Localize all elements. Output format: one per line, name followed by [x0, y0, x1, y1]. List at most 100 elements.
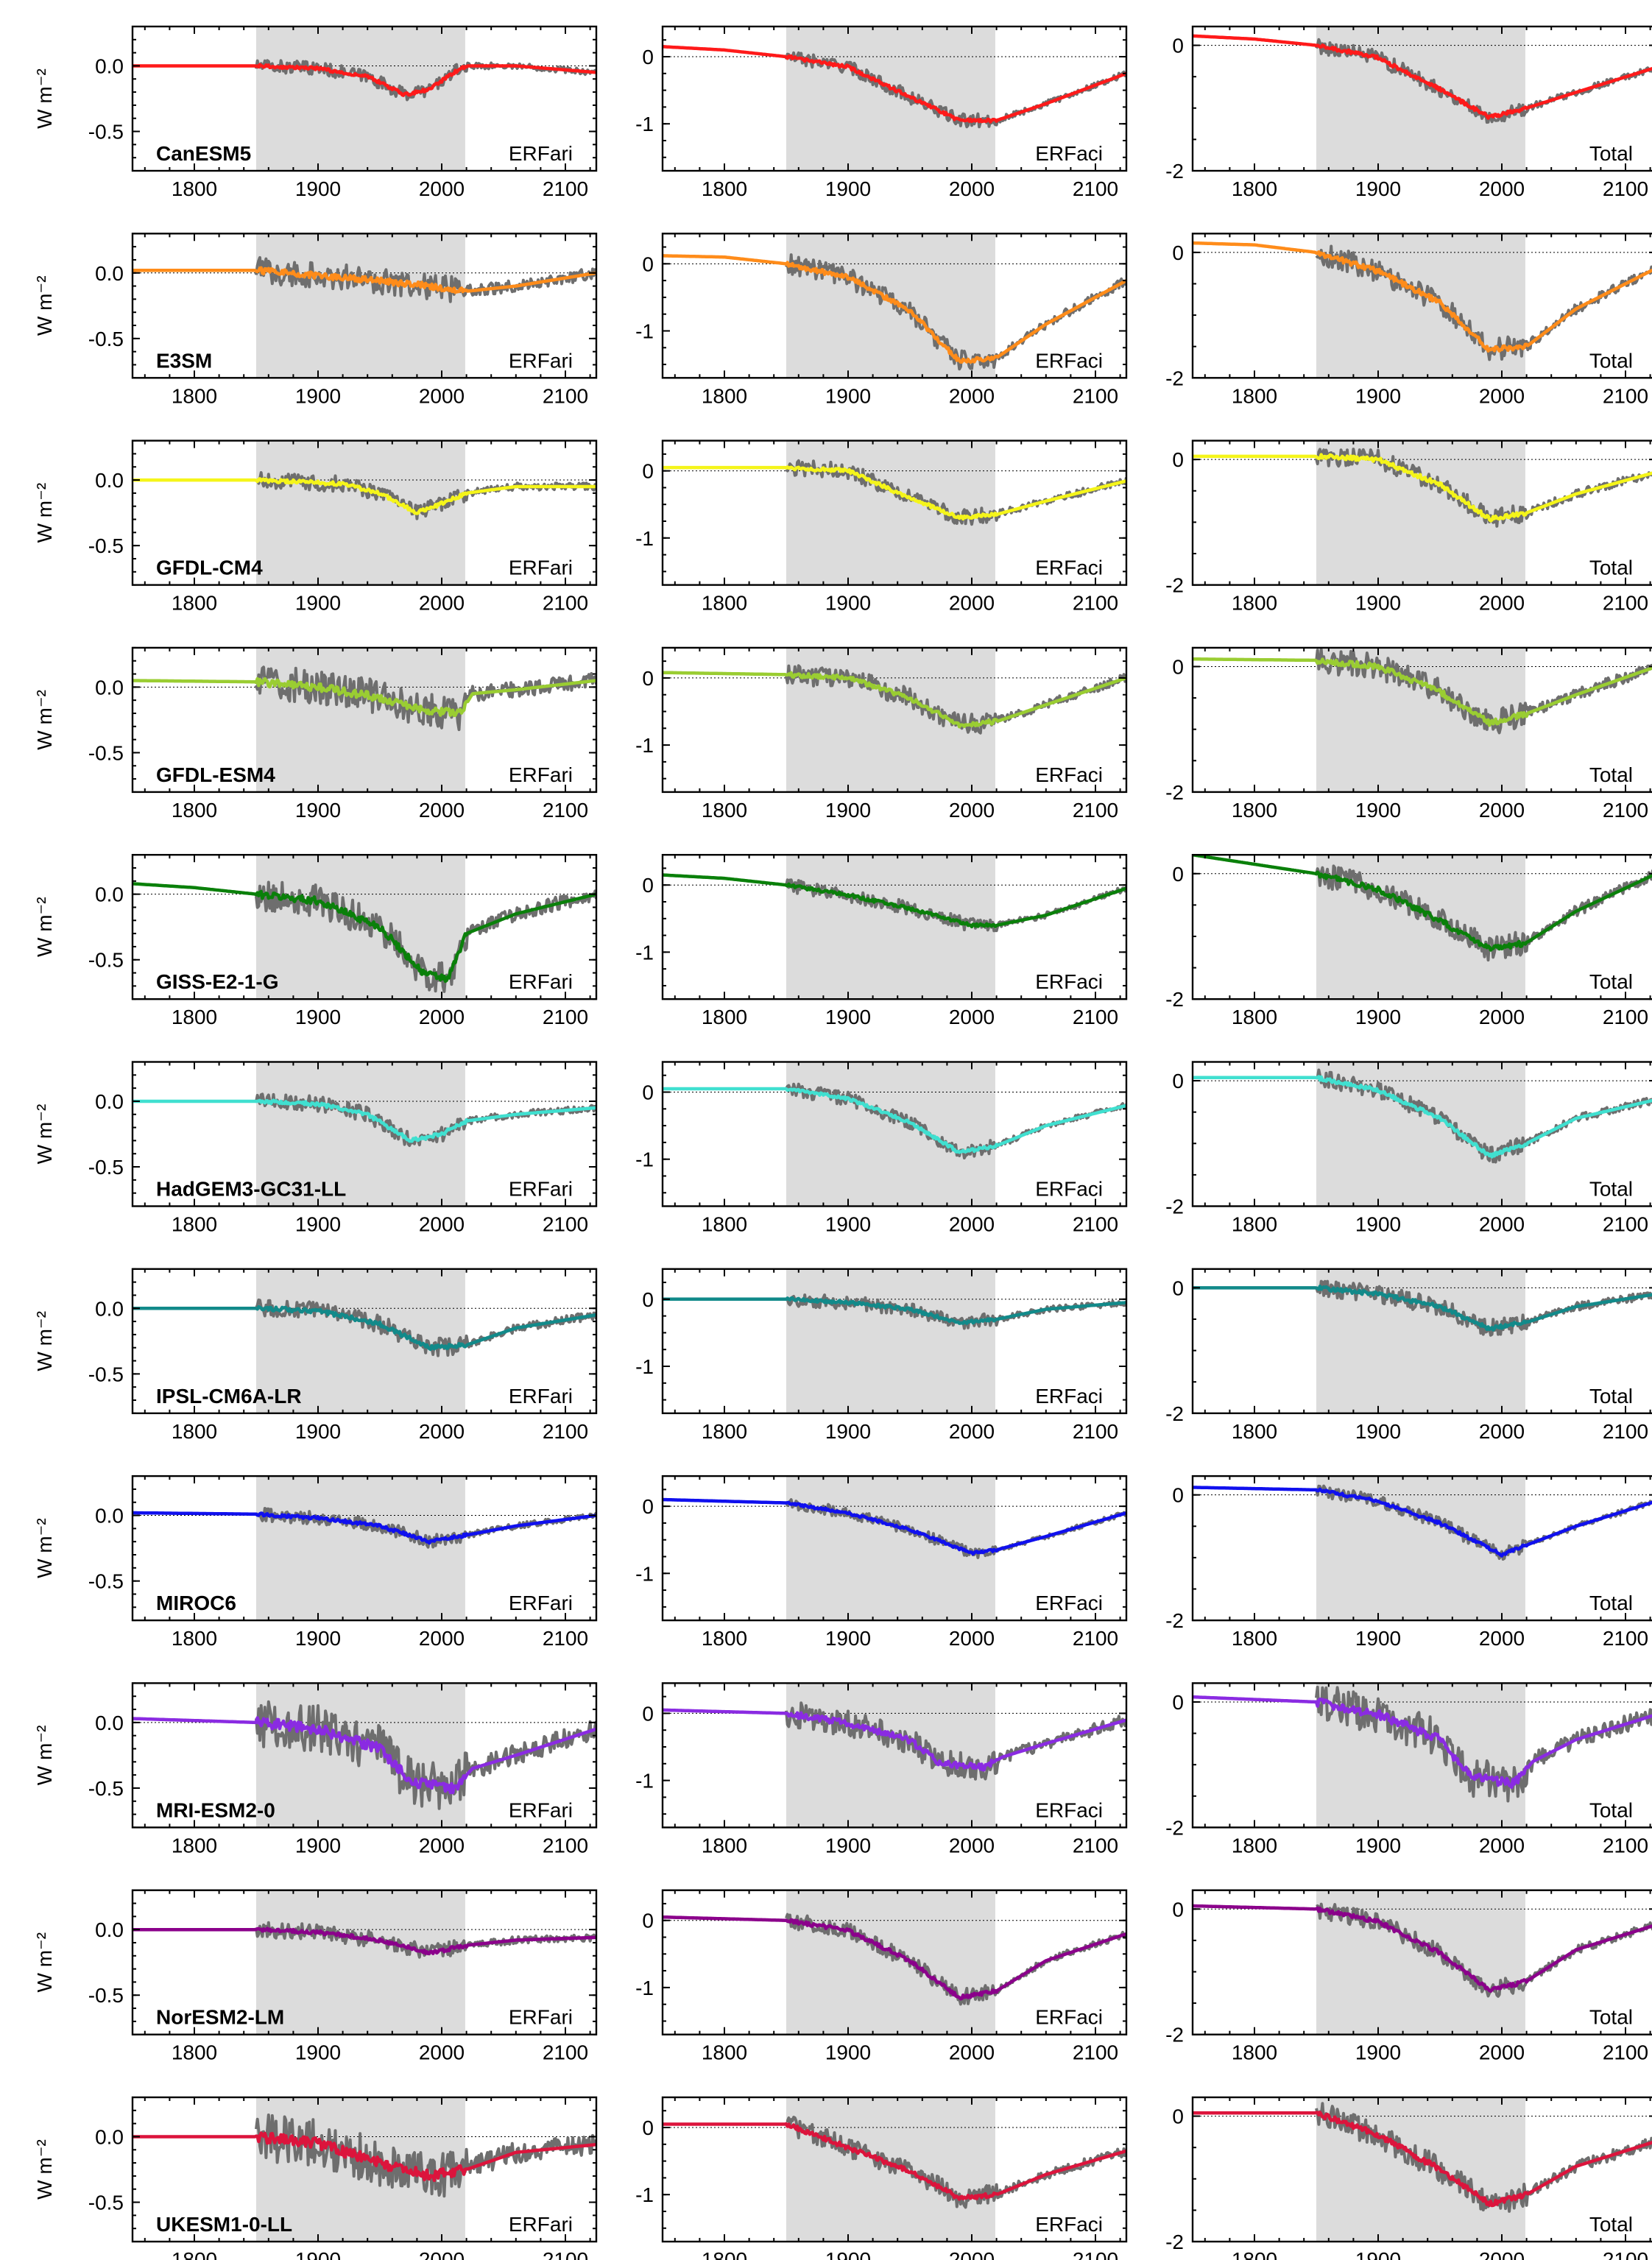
x-tick-label: 2000 [1479, 1420, 1525, 1443]
y-tick-label: 0 [1172, 448, 1184, 471]
x-tick-label: 2000 [949, 592, 995, 615]
column-label: ERFaci [1035, 1385, 1103, 1408]
column-label: ERFaci [1035, 1178, 1103, 1201]
column-label: ERFari [509, 142, 573, 165]
mean-series-IPSL-CM6A-LR-ERFaci [663, 1296, 1126, 1325]
panel-GFDL-ESM4-ERFaci: 1800 1900 2000 2100 0 -1 ERFaci [635, 646, 1128, 822]
mean-series-NorESM2-LM-Total [1193, 1904, 1652, 1993]
mean-series-NorESM2-LM-ERFari [133, 1927, 596, 1956]
x-tick-label: 1800 [172, 592, 217, 615]
mean-series-GFDL-CM4-ERFaci [663, 465, 1126, 521]
x-tick-label: 2100 [1073, 1627, 1118, 1650]
x-tick-label: 1800 [1232, 1627, 1277, 1650]
column-label: Total [1589, 1178, 1633, 1201]
axes-frame [131, 853, 598, 1000]
historical-period-shading [256, 1890, 465, 2035]
column-label: ERFari [509, 763, 573, 786]
y-tick-label: -0.5 [88, 534, 124, 557]
model-name-label: CanESM5 [156, 142, 251, 165]
y-tick-label: 0 [1172, 241, 1184, 264]
axes-frame [1191, 1268, 1652, 1415]
x-tick-label: 1900 [295, 1834, 341, 1857]
x-tick-label: 2100 [1603, 177, 1648, 200]
column-label: Total [1589, 2213, 1633, 2236]
historical-period-shading [256, 1476, 465, 1621]
y-tick-label: 0 [1172, 1484, 1184, 1507]
column-label: Total [1589, 2006, 1633, 2029]
x-tick-label: 1800 [1232, 592, 1277, 615]
x-tick-label: 1900 [1355, 384, 1401, 407]
mean-series-MIROC6-Total [1193, 1486, 1652, 1558]
x-tick-label: 1900 [1355, 177, 1401, 200]
y-tick-label: -1 [635, 1770, 654, 1793]
x-tick-label: 2000 [1479, 1006, 1525, 1028]
x-tick-label: 2100 [543, 177, 588, 200]
axes-frame [131, 1475, 598, 1622]
y-tick-label: 0 [1172, 1898, 1184, 1921]
y-tick-label: -0.5 [88, 1777, 124, 1800]
axes-frame [131, 233, 598, 379]
y-tick-label: -2 [1165, 1609, 1184, 1632]
x-tick-label: 1800 [172, 1834, 217, 1857]
mean-series-IPSL-CM6A-LR-Total [1193, 1285, 1652, 1332]
x-tick-label: 1900 [825, 2248, 871, 2260]
x-tick-label: 1900 [295, 1213, 341, 1236]
mean-series-UKESM1-0-LL-Total [1193, 2111, 1652, 2208]
mean-series-E3SM-ERFari [133, 266, 596, 294]
mean-series-GISS-E2-1-G-ERFaci [663, 873, 1126, 929]
y-tick-label: -1 [635, 113, 654, 135]
panel-E3SM-ERFaci: 1800 1900 2000 2100 0 -1 ERFaci [635, 233, 1128, 407]
mean-series-MRI-ESM2-0-ERFaci [663, 1708, 1126, 1772]
y-axis-label: W m⁻² [33, 897, 56, 957]
y-axis-label: W m⁻² [33, 1311, 56, 1371]
mean-series-GFDL-CM4-Total [1193, 453, 1652, 523]
column-label: ERFaci [1035, 763, 1103, 786]
panel-NorESM2-LM-ERFaci: 1800 1900 2000 2100 0 -1 ERFaci [635, 1889, 1128, 2064]
column-label: ERFari [509, 349, 573, 372]
x-tick-label: 1800 [1232, 2041, 1277, 2064]
y-tick-label: 0 [1172, 35, 1184, 57]
panel-HadGEM3-GC31-LL-ERFaci: 1800 1900 2000 2100 0 -1 ERFaci [635, 1061, 1128, 1236]
axes-frame [661, 646, 1128, 794]
x-tick-label: 2100 [1603, 384, 1648, 407]
panel-GFDL-ESM4-ERFari: 1800 1900 2000 2100 0.0 -0.5 GFDL-ESM4 W m⁻² ERF… [33, 646, 598, 822]
y-tick-label: 0 [642, 874, 654, 897]
x-tick-label: 2000 [949, 1006, 995, 1028]
y-tick-label: -0.5 [88, 1570, 124, 1593]
y-tick-label: 0 [1172, 655, 1184, 678]
x-tick-label: 1800 [172, 1420, 217, 1443]
historical-period-shading [786, 1890, 995, 2035]
y-tick-label: 0.0 [95, 469, 124, 492]
axes-frame [131, 1061, 598, 1207]
historical-period-shading [786, 27, 995, 171]
mean-series-CanESM5-Total [1193, 34, 1652, 120]
panel-NorESM2-LM-ERFari: 1800 1900 2000 2100 0.0 -0.5 NorESM2-LM W m⁻² ER… [33, 1889, 598, 2064]
y-tick-label: -2 [1165, 2231, 1184, 2253]
mean-series-CanESM5-ERFaci [663, 45, 1126, 124]
axes-frame [661, 439, 1128, 586]
x-tick-label: 1800 [702, 177, 747, 200]
x-tick-label: 2100 [1603, 2041, 1648, 2064]
x-tick-label: 2100 [1073, 2248, 1118, 2260]
mean-series-GISS-E2-1-G-Total [1193, 855, 1652, 952]
panel-UKESM1-0-LL-ERFari: 1800 1900 2000 2100 0.0 -0.5 UKESM1-0-LL W m⁻² E… [33, 2096, 598, 2260]
x-tick-label: 2000 [1479, 1627, 1525, 1650]
x-tick-label: 1900 [825, 2041, 871, 2064]
historical-period-shading [786, 233, 995, 378]
x-tick-label: 1800 [702, 1834, 747, 1857]
panel-MIROC6-ERFari: 1800 1900 2000 2100 0.0 -0.5 MIROC6 W m⁻² ERFari [33, 1475, 598, 1650]
x-tick-label: 1800 [172, 1006, 217, 1028]
y-tick-label: -2 [1165, 1402, 1184, 1425]
column-label: ERFaci [1035, 1592, 1103, 1614]
x-tick-label: 1800 [172, 2248, 217, 2260]
panel-CanESM5-ERFaci: 1800 1900 2000 2100 0 -1 ERFaci [635, 25, 1128, 200]
x-tick-label: 2000 [419, 384, 465, 407]
x-tick-label: 1900 [825, 384, 871, 407]
y-tick-label: 0.0 [95, 2125, 124, 2148]
y-tick-label: -2 [1165, 781, 1184, 804]
column-label: ERFaci [1035, 557, 1103, 579]
mean-series-GFDL-ESM4-ERFaci [663, 671, 1126, 729]
y-tick-label: -1 [635, 319, 654, 342]
x-tick-label: 1800 [172, 2041, 217, 2064]
column-label: ERFari [509, 1178, 573, 1201]
